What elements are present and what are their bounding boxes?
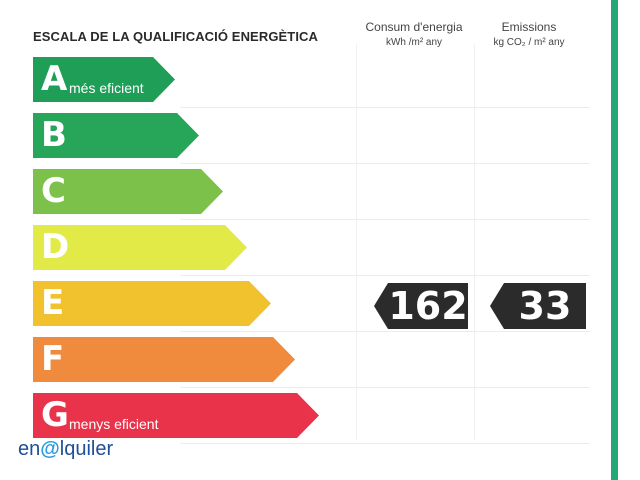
scale-band-letter: A: [41, 59, 68, 99]
row-guide-line: [180, 107, 590, 108]
row-guide-line: [180, 275, 590, 276]
scale-band-arrow: [33, 169, 223, 214]
emissions-value: 33: [518, 284, 572, 328]
row-guide-line: [180, 163, 590, 164]
energy-column-unit: kWh /m² any: [385, 37, 443, 48]
scale-band-letter: D: [41, 227, 70, 267]
scale-band-e: E: [33, 281, 271, 326]
emissions-column-unit: kg CO₂ / m² any: [493, 37, 565, 48]
scale-band-arrow: [33, 113, 199, 158]
page-edge-stripe: [611, 0, 618, 480]
scale-band-letter: C: [41, 171, 66, 211]
scale-band-letter: B: [41, 115, 67, 155]
row-guide-line: [180, 219, 590, 220]
scale-band-arrow: [33, 281, 271, 326]
scale-band-arrow: [33, 57, 175, 102]
scale-band-arrow: [33, 225, 247, 270]
logo-suffix: lquiler: [59, 438, 114, 460]
column-divider: [356, 44, 357, 440]
energy-column-header: Consum d'energia kWh /m² any: [358, 20, 470, 50]
scale-band-letter: G: [41, 395, 69, 435]
row-guide-line: [180, 331, 590, 332]
scale-band-c: C: [33, 169, 223, 214]
scale-band-label: menys eficient: [69, 416, 159, 432]
energy-value: 162: [388, 284, 468, 328]
scale-band-letter: E: [41, 283, 65, 323]
scale-band-d: D: [33, 225, 247, 270]
logo-prefix: en: [18, 438, 41, 460]
column-divider: [474, 44, 475, 440]
emissions-column-title: Emissions: [501, 20, 557, 34]
scale-band-label: més eficient: [69, 80, 144, 96]
scale-band-arrow: [33, 393, 319, 438]
scale-band-letter: F: [41, 339, 65, 379]
scale-band-b: B: [33, 113, 199, 158]
energy-arrow-shape: [374, 283, 468, 329]
enalquiler-logo: en@lquiler: [18, 437, 113, 461]
emissions-arrow-shape: [490, 283, 586, 329]
scale-band-f: F: [33, 337, 295, 382]
scale-band-arrow: [33, 337, 295, 382]
row-guide-line: [180, 387, 590, 388]
emissions-value-arrow: 33: [490, 283, 586, 329]
energy-column-title: Consum d'energia: [365, 20, 463, 34]
energy-value-arrow: 162: [374, 283, 468, 329]
scale-title: ESCALA DE LA QUALIFICACIÓ ENERGÈTICA: [33, 29, 319, 44]
emissions-column-header: Emissions kg CO₂ / m² any: [478, 20, 580, 50]
logo-at-mark: @: [40, 438, 60, 460]
row-guide-line: [180, 443, 590, 444]
